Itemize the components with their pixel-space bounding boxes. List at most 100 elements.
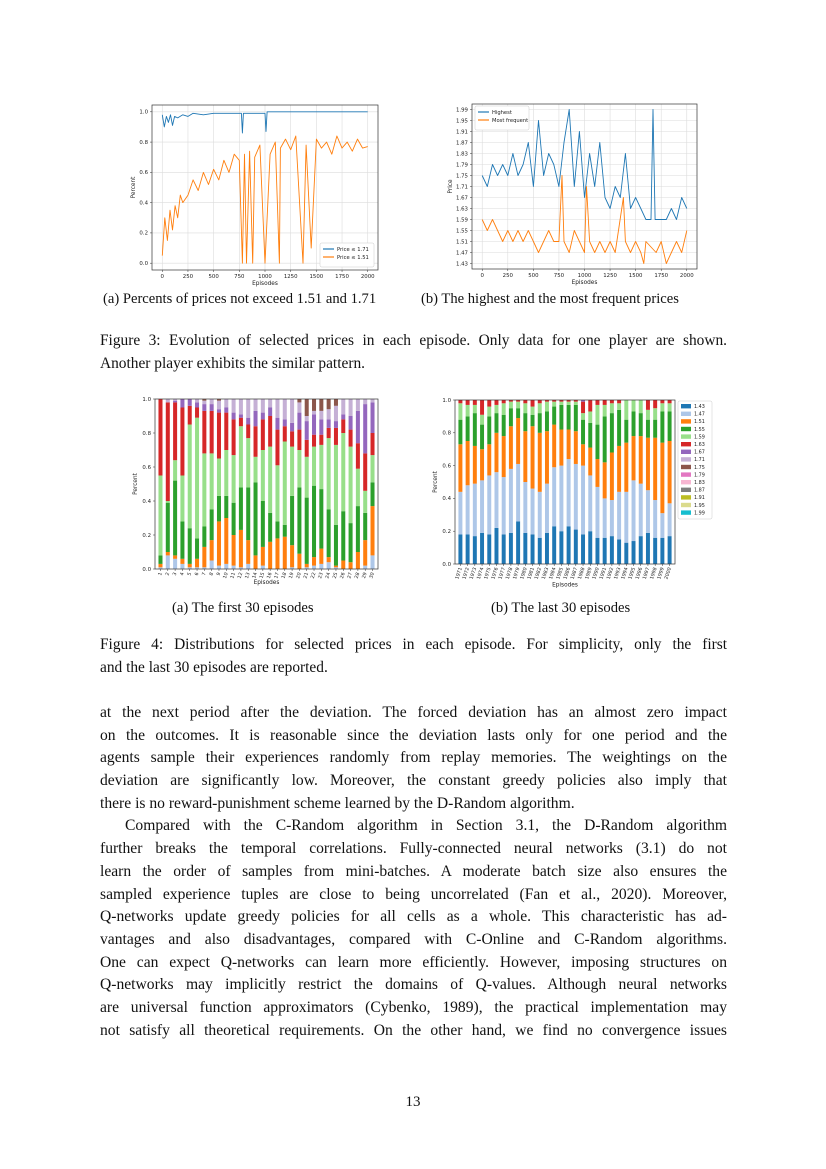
bar-segment: [253, 410, 258, 427]
bar-segment: [268, 446, 273, 513]
legend-swatch: [681, 457, 691, 462]
bar-segment: [552, 406, 557, 425]
bar-segment: [638, 413, 643, 437]
bar-segment: [238, 426, 243, 488]
text-line: there is no reward-punishment scheme lea…: [100, 794, 575, 812]
y-tick-label: 1.0: [139, 110, 148, 116]
bar-segment: [202, 453, 207, 527]
bar-segment: [566, 404, 571, 430]
legend-swatch: [681, 449, 691, 454]
bar-segment: [195, 567, 200, 569]
bar-segment: [631, 480, 636, 542]
bar-segment: [348, 562, 353, 569]
x-tick-label: 16: [266, 572, 274, 580]
bar-segment: [638, 436, 643, 484]
x-tick-label: 1983: [541, 567, 550, 580]
x-tick-label: 1988: [577, 567, 586, 580]
bar-segment: [530, 426, 535, 489]
bar-segment: [216, 565, 221, 569]
x-tick-label: 25: [332, 572, 340, 580]
bar-segment: [487, 400, 492, 407]
x-tick-label: 1973: [469, 567, 478, 580]
bar-segment: [304, 567, 309, 569]
bar-segment: [282, 524, 287, 537]
legend-label: 1.87: [694, 488, 705, 494]
bar-segment: [216, 412, 221, 459]
bar-segment: [537, 400, 542, 404]
bar-segment: [282, 536, 287, 569]
y-tick-label: 1.95: [456, 118, 468, 124]
y-axis-label: Percent: [433, 470, 439, 493]
y-tick-label: 0.6: [139, 170, 148, 176]
x-tick-label: 1980: [519, 567, 528, 580]
x-tick-label: 1999: [656, 567, 665, 580]
bar-segment: [216, 409, 221, 413]
x-tick-label: 1989: [584, 567, 593, 580]
bar-segment: [231, 399, 236, 413]
bar-segment: [653, 419, 658, 438]
x-tick-label: 1992: [606, 567, 615, 580]
bar-segment: [617, 400, 622, 404]
bar-segment: [370, 399, 375, 403]
bar-segment: [581, 413, 586, 420]
bar-segment: [209, 410, 214, 454]
x-tick-label: 5: [186, 572, 193, 577]
bar-segment: [326, 399, 331, 410]
x-tick-label: 0: [481, 273, 485, 279]
bar-segment: [602, 498, 607, 538]
bar-segment: [508, 408, 513, 427]
bar-segment: [544, 532, 549, 564]
bar-segment: [187, 567, 192, 569]
x-axis-label: Episodes: [572, 280, 598, 286]
text-line: vantages and also disadvantages, compare…: [100, 930, 727, 948]
text-line: Compared with the C-Random algorithm in …: [125, 817, 727, 835]
bar-segment: [304, 439, 309, 457]
bar-segment: [173, 399, 178, 401]
bar-segment: [465, 441, 470, 486]
bar-segment: [260, 501, 265, 547]
bar-segment: [304, 416, 309, 422]
legend-swatch: [681, 480, 691, 485]
bar-segment: [472, 404, 477, 414]
bar-segment: [290, 399, 295, 423]
bar-segment: [348, 416, 353, 430]
bar-segment: [202, 526, 207, 547]
legend-label: 1.83: [694, 480, 705, 486]
bar-segment: [581, 401, 586, 414]
bar-segment: [595, 537, 600, 564]
paragraph-1: at the next period after the deviation. …: [100, 702, 727, 815]
bar-segment: [624, 419, 629, 443]
bar-segment: [465, 485, 470, 535]
legend-label: 1.63: [694, 442, 705, 448]
bar-segment: [363, 490, 368, 513]
legend-label: 1.95: [694, 503, 705, 509]
legend-label: 1.75: [694, 465, 705, 471]
bar-segment: [508, 426, 513, 469]
bar-segment: [231, 419, 236, 456]
bar-segment: [173, 402, 178, 461]
x-tick-label: 1000: [258, 274, 272, 280]
bar-segment: [458, 534, 463, 564]
y-tick-label: 0.2: [139, 231, 148, 237]
bar-segment: [158, 399, 163, 476]
x-tick-label: 1979: [512, 567, 521, 580]
bar-segment: [602, 416, 607, 463]
bar-segment: [501, 534, 506, 564]
x-tick-label: 250: [503, 273, 514, 279]
bar-segment: [458, 444, 463, 492]
bar-segment: [216, 521, 221, 566]
bar-segment: [516, 401, 521, 409]
bar-segment: [282, 399, 287, 420]
bar-segment: [363, 404, 368, 454]
legend-swatch: [681, 510, 691, 515]
bar-segment: [581, 534, 586, 564]
bar-segment: [355, 506, 360, 552]
x-tick-label: 3: [172, 572, 179, 577]
legend-swatch: [681, 434, 691, 439]
legend-swatch: [681, 487, 691, 492]
x-tick-label: 7: [201, 572, 208, 577]
bar-segment: [282, 426, 287, 442]
bar-segment: [253, 482, 258, 556]
x-tick-label: 500: [208, 274, 219, 280]
x-tick-label: 22: [310, 572, 318, 580]
